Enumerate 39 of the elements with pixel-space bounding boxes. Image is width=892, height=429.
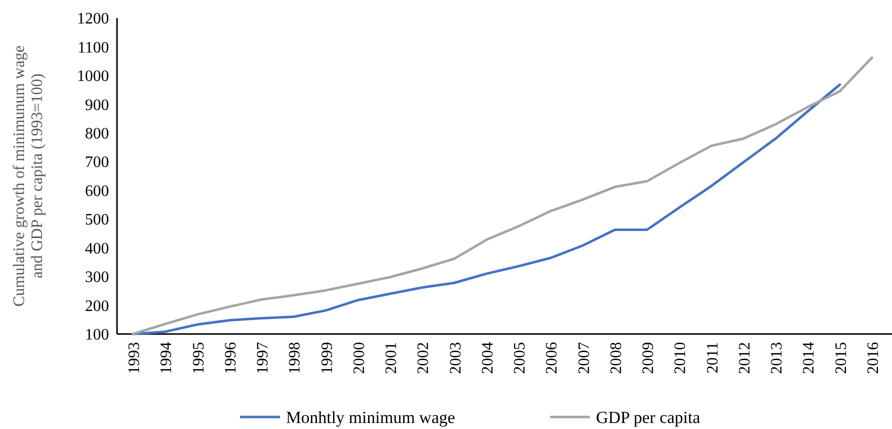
x-tick-label: 2012 [736, 342, 754, 374]
y-tick-label: 1000 [77, 68, 109, 86]
y-tick-label: 900 [85, 96, 109, 114]
x-tick-label: 2007 [576, 342, 593, 374]
y-tick-label: 1200 [77, 10, 109, 28]
x-tick-label: 2006 [544, 342, 561, 374]
x-tick-label: 2010 [672, 342, 690, 374]
x-tick-label: 1996 [222, 342, 240, 374]
y-tick-label: 700 [85, 154, 109, 172]
y-tick-label: 400 [85, 240, 109, 258]
x-tick-label: 2001 [383, 342, 400, 374]
x-tick-label: 2016 [864, 342, 882, 374]
y-tick-label: 1100 [78, 39, 109, 56]
x-tick-label: 2002 [415, 342, 432, 374]
x-tick-label: 1998 [286, 342, 304, 374]
y-tick-label: 500 [85, 212, 109, 229]
x-tick-label: 2015 [832, 342, 850, 374]
y-tick-label: 100 [85, 326, 109, 344]
y-tick-label: 600 [85, 182, 109, 200]
y-tick-label: 300 [85, 269, 109, 286]
legend-label: GDP per capita [596, 408, 701, 427]
x-tick-label: 2011 [704, 342, 722, 374]
x-tick-label: 1997 [254, 342, 272, 374]
x-tick-label: 1999 [318, 342, 336, 374]
x-tick-label: 2008 [608, 342, 625, 374]
y-axis-title: Cumulative growth of minimunum wage and GDP per capita (1993=100) [11, 45, 46, 307]
y-tick-label: 800 [85, 126, 109, 143]
x-tick-label: 2013 [768, 342, 786, 374]
x-tick-label: 2014 [800, 342, 818, 374]
x-tick-label: 2000 [350, 342, 368, 374]
x-tick-label: 2004 [479, 342, 496, 374]
x-tick-label: 1995 [190, 342, 208, 374]
y-tick-label: 200 [85, 298, 109, 315]
x-tick-label: 1993 [126, 342, 144, 374]
x-tick-label: 2003 [447, 342, 464, 374]
x-tick-label: 1994 [158, 342, 176, 374]
legend-label: Monhtly minimum wage [286, 408, 456, 427]
x-tick-label: 2005 [512, 342, 529, 374]
x-tick-label: 2009 [640, 342, 658, 374]
